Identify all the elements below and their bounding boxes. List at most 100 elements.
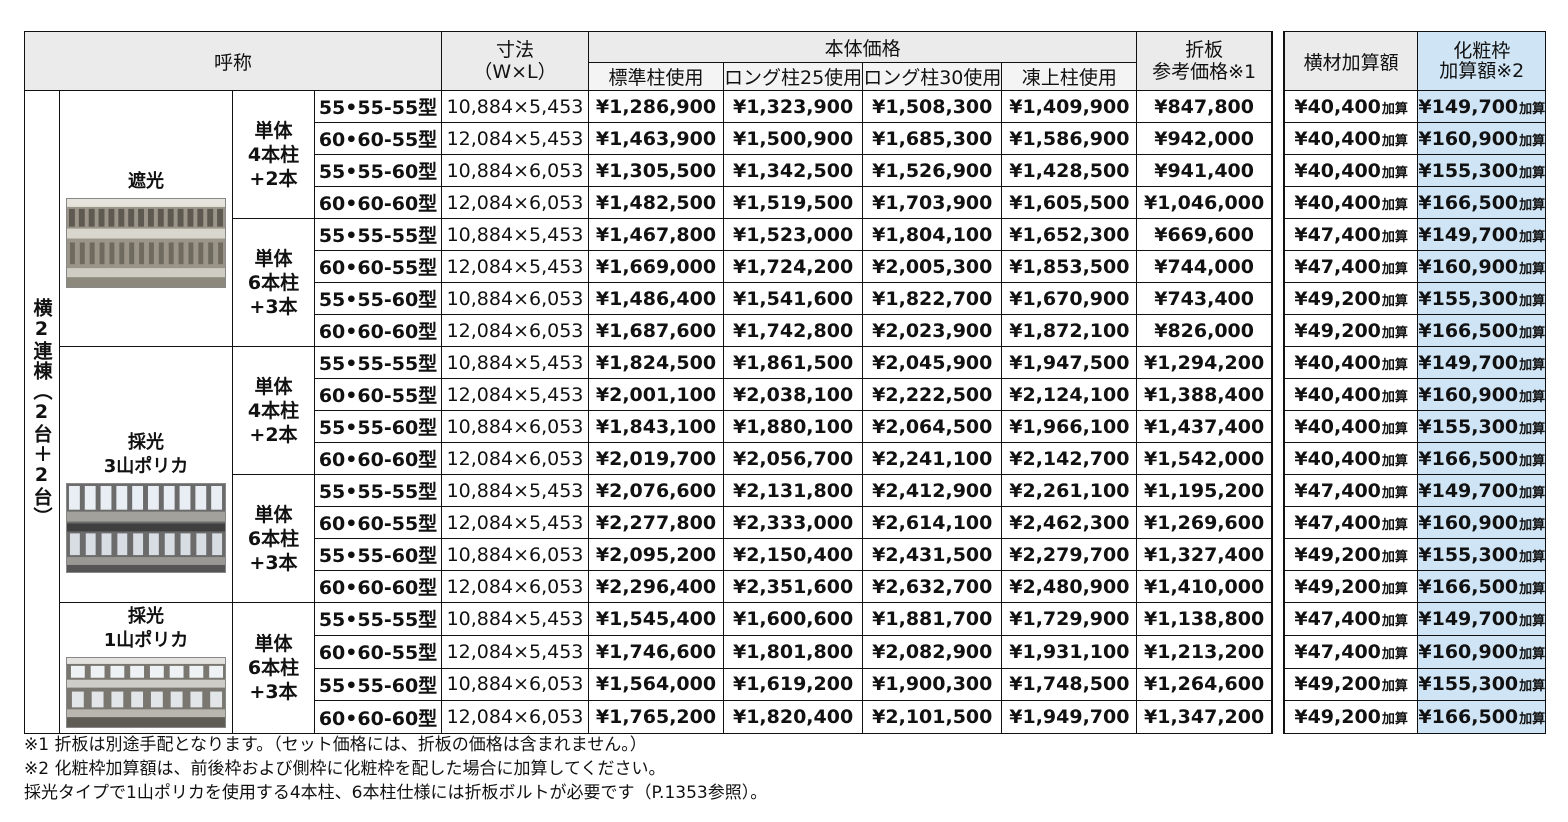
cosmetic-addition-value: ¥155,300 <box>1418 159 1519 182</box>
cosmetic-addition-value: ¥149,700 <box>1418 607 1519 630</box>
kasan-suffix: 加算 <box>1519 197 1546 213</box>
shade-roof-photo <box>66 197 226 289</box>
kasan-suffix: 加算 <box>1519 485 1546 501</box>
ref-price-cell: ¥1,195,200 <box>1136 474 1273 507</box>
ref-price-cell: ¥1,264,600 <box>1136 667 1273 702</box>
kasan-suffix: 加算 <box>1381 453 1408 469</box>
kasan-suffix: 加算 <box>1381 293 1408 309</box>
ref-price-cell: ¥1,542,000 <box>1136 442 1273 475</box>
beam-addition-value: ¥49,200 <box>1294 706 1381 729</box>
beam-addition-value: ¥40,400 <box>1294 447 1381 470</box>
cosmetic-addition-value: ¥166,500 <box>1418 319 1519 342</box>
header-name: 呼称 <box>24 31 442 91</box>
column-config-cell: 単体 4本柱 +2本 <box>232 90 315 219</box>
kasan-suffix: 加算 <box>1519 517 1546 533</box>
frost-price-cell: ¥1,409,900 <box>1001 90 1138 123</box>
frost-price-cell: ¥1,586,900 <box>1001 122 1138 155</box>
beam-addition-value: ¥49,200 <box>1294 287 1381 310</box>
beam-addition-cell: ¥40,400加算 <box>1283 410 1419 443</box>
long25-price-cell: ¥1,500,900 <box>722 122 864 155</box>
beam-addition-cell: ¥49,200加算 <box>1283 700 1419 735</box>
long30-price-cell: ¥1,685,300 <box>862 122 1003 155</box>
beam-addition-cell: ¥40,400加算 <box>1283 90 1419 123</box>
cosmetic-addition-value: ¥166,500 <box>1418 447 1519 470</box>
ref-price-cell: ¥941,400 <box>1136 154 1273 187</box>
cosmetic-addition-cell: ¥149,700加算 <box>1417 346 1547 379</box>
kasan-suffix: 加算 <box>1519 293 1546 309</box>
cosmetic-addition-cell: ¥166,500加算 <box>1417 570 1547 603</box>
kasan-suffix: 加算 <box>1519 389 1546 405</box>
model-cell: 60•60-60型 <box>314 700 442 735</box>
long25-price-cell: ¥1,820,400 <box>722 700 864 735</box>
kasan-suffix: 加算 <box>1519 133 1546 149</box>
standard-price-cell: ¥2,095,200 <box>588 538 724 571</box>
kasan-suffix: 加算 <box>1381 581 1408 597</box>
cosmetic-addition-cell: ¥155,300加算 <box>1417 154 1547 187</box>
beam-addition-value: ¥49,200 <box>1294 575 1381 598</box>
cosmetic-addition-cell: ¥160,900加算 <box>1417 122 1547 155</box>
kasan-suffix: 加算 <box>1519 613 1546 629</box>
cosmetic-addition-cell: ¥155,300加算 <box>1417 282 1547 315</box>
beam-addition-cell: ¥47,400加算 <box>1283 506 1419 539</box>
long25-price-cell: ¥1,619,200 <box>722 667 864 702</box>
kasan-suffix: 加算 <box>1519 581 1546 597</box>
long30-price-cell: ¥1,804,100 <box>862 218 1003 251</box>
standard-price-cell: ¥1,463,900 <box>588 122 724 155</box>
beam-addition-value: ¥47,400 <box>1294 511 1381 534</box>
header-price-group: 本体価格 <box>587 31 1138 63</box>
frost-price-cell: ¥1,853,500 <box>1001 250 1138 283</box>
cosmetic-addition-value: ¥160,900 <box>1418 255 1519 278</box>
long25-price-cell: ¥2,038,100 <box>722 378 864 411</box>
model-cell: 55•55-60型 <box>314 282 442 315</box>
beam-addition-value: ¥47,400 <box>1294 479 1381 502</box>
long30-price-cell: ¥2,241,100 <box>862 442 1003 475</box>
cosmetic-addition-cell: ¥166,500加算 <box>1417 700 1547 735</box>
cosmetic-addition-cell: ¥160,900加算 <box>1417 378 1547 411</box>
beam-addition-value: ¥47,400 <box>1294 255 1381 278</box>
model-cell: 60•60-55型 <box>314 250 442 283</box>
cosmetic-addition-value: ¥166,500 <box>1418 191 1519 214</box>
beam-addition-cell: ¥47,400加算 <box>1283 634 1419 669</box>
dimension-cell: 10,884×6,053 <box>441 282 589 315</box>
header-ref-line1: 折板 <box>1185 39 1224 61</box>
ref-price-cell: ¥942,000 <box>1136 122 1273 155</box>
beam-addition-cell: ¥47,400加算 <box>1283 474 1419 507</box>
standard-price-cell: ¥1,765,200 <box>588 700 724 735</box>
kasan-suffix: 加算 <box>1381 101 1408 117</box>
kasan-suffix: 加算 <box>1381 485 1408 501</box>
ref-price-cell: ¥1,046,000 <box>1136 186 1273 219</box>
beam-addition-cell: ¥40,400加算 <box>1283 442 1419 475</box>
header-cos-line2: 加算額※2 <box>1439 60 1525 82</box>
table-row: 60•60-60型 12,084×6,053 ¥2,019,700 ¥2,056,70… <box>25 442 1547 475</box>
model-cell: 55•55-60型 <box>314 538 442 571</box>
kasan-suffix: 加算 <box>1519 357 1546 373</box>
long30-price-cell: ¥2,431,500 <box>862 538 1003 571</box>
header-beam: 横材加算額 <box>1283 31 1419 91</box>
dimension-cell: 12,084×5,453 <box>441 506 589 539</box>
type-label-line: 採光 <box>128 606 164 627</box>
frost-price-cell: ¥1,428,500 <box>1001 154 1138 187</box>
model-cell: 60•60-55型 <box>314 506 442 539</box>
frost-price-cell: ¥1,729,900 <box>1001 602 1138 636</box>
frost-price-cell: ¥2,142,700 <box>1001 442 1138 475</box>
kasan-suffix: 加算 <box>1519 229 1546 245</box>
standard-price-cell: ¥1,486,400 <box>588 282 724 315</box>
cosmetic-addition-cell: ¥155,300加算 <box>1417 410 1547 443</box>
cosmetic-addition-value: ¥160,900 <box>1418 640 1519 663</box>
column-config-line: 4本柱 <box>247 143 300 166</box>
model-cell: 60•60-55型 <box>314 378 442 411</box>
poly1-roof-photo <box>66 657 226 729</box>
kasan-suffix: 加算 <box>1519 165 1546 181</box>
kasan-suffix: 加算 <box>1381 712 1408 728</box>
frost-price-cell: ¥1,966,100 <box>1001 410 1138 443</box>
standard-price-cell: ¥1,305,500 <box>588 154 724 187</box>
frost-price-cell: ¥2,124,100 <box>1001 378 1138 411</box>
ref-price-cell: ¥1,327,400 <box>1136 538 1273 571</box>
ref-price-cell: ¥1,213,200 <box>1136 634 1273 669</box>
kasan-suffix: 加算 <box>1381 325 1408 341</box>
column-config-line: 4本柱 <box>247 399 300 422</box>
beam-addition-value: ¥47,400 <box>1294 607 1381 630</box>
long30-price-cell: ¥1,508,300 <box>862 90 1003 123</box>
type-label: 採光 3山ポリカ <box>61 431 232 479</box>
table-row: 60•60-55型 12,084×5,453 ¥2,277,800 ¥2,333,00… <box>25 506 1547 539</box>
